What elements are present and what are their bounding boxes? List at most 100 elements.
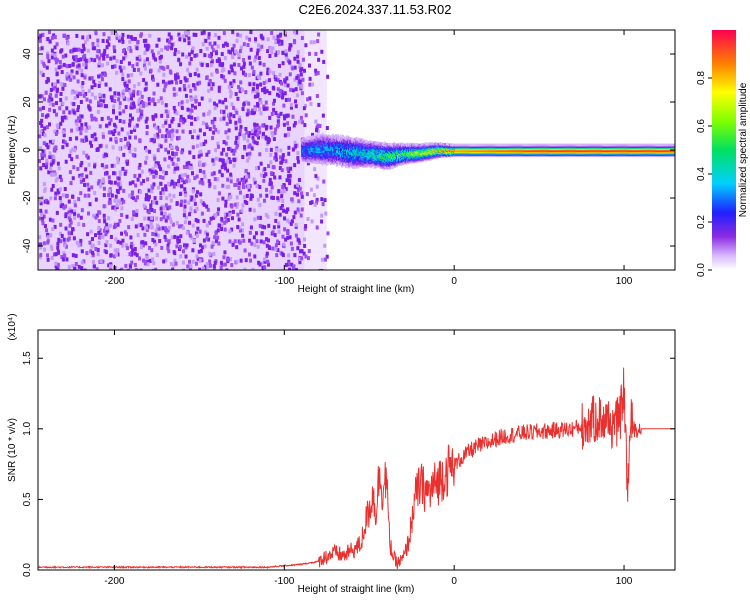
noise-speckle — [225, 121, 229, 126]
noise-speckle — [221, 43, 225, 48]
noise-speckle — [87, 104, 91, 109]
noise-speckle — [216, 177, 220, 182]
noise-speckle — [49, 162, 53, 167]
noise-speckle — [255, 123, 259, 128]
noise-speckle — [40, 155, 44, 160]
noise-speckle — [89, 170, 93, 175]
signal-cell — [348, 141, 351, 144]
signal-cell — [314, 161, 317, 164]
noise-speckle — [76, 116, 80, 121]
noise-speckle — [207, 53, 211, 58]
signal-cell — [323, 137, 326, 140]
signal-cell — [315, 154, 318, 158]
signal-cell — [330, 137, 333, 141]
signal-cell — [354, 154, 357, 157]
noise-speckle — [143, 66, 147, 71]
noise-speckle — [247, 155, 251, 160]
signal-cell — [326, 162, 329, 165]
signal-cell — [321, 139, 324, 143]
noise-speckle — [200, 211, 204, 216]
noise-speckle — [275, 124, 279, 129]
noise-speckle — [298, 119, 302, 124]
noise-speckle — [128, 113, 132, 118]
noise-speckle — [172, 249, 176, 254]
noise-speckle — [144, 119, 148, 124]
noise-speckle — [299, 213, 303, 218]
noise-speckle — [267, 138, 271, 143]
noise-speckle — [108, 200, 112, 205]
noise-speckle — [259, 71, 263, 76]
noise-speckle — [263, 265, 267, 270]
signal-cell — [341, 142, 344, 146]
noise-speckle — [268, 46, 272, 51]
noise-speckle — [115, 70, 119, 75]
noise-speckle — [195, 254, 199, 259]
signal-cell — [352, 159, 355, 163]
noise-speckle — [154, 232, 158, 237]
noise-speckle — [194, 32, 198, 37]
signal-cell — [324, 159, 327, 162]
noise-speckle — [75, 58, 79, 63]
signal-cell — [343, 139, 346, 142]
noise-speckle — [315, 184, 319, 189]
noise-speckle — [136, 39, 140, 44]
noise-speckle — [184, 254, 188, 259]
noise-speckle — [307, 51, 311, 56]
noise-speckle — [214, 127, 218, 132]
noise-speckle — [38, 47, 42, 52]
signal-cell — [343, 154, 346, 157]
signal-cell — [333, 153, 336, 156]
signal-cell — [320, 142, 323, 145]
signal-cell — [312, 139, 315, 142]
noise-speckle — [115, 203, 119, 208]
signal-cell — [354, 151, 357, 155]
noise-speckle — [170, 145, 174, 150]
noise-speckle — [282, 183, 286, 188]
noise-speckle — [200, 62, 204, 67]
noise-speckle — [276, 77, 280, 82]
noise-speckle — [232, 157, 236, 162]
noise-speckle — [151, 98, 155, 103]
signal-cell — [321, 142, 324, 146]
noise-speckle — [178, 244, 182, 249]
signal-cell — [348, 143, 351, 147]
noise-speckle — [231, 209, 235, 214]
noise-speckle — [116, 248, 120, 253]
signal-cell — [331, 139, 334, 142]
noise-speckle — [322, 179, 326, 184]
noise-speckle — [63, 33, 67, 38]
noise-speckle — [120, 36, 124, 41]
signal-cell — [348, 157, 351, 161]
noise-speckle — [168, 193, 172, 198]
noise-speckle — [107, 188, 111, 193]
signal-cell — [327, 160, 330, 164]
signal-cell — [357, 151, 360, 155]
noise-speckle — [193, 105, 197, 110]
signal-cell — [357, 162, 360, 165]
noise-speckle — [231, 242, 235, 247]
noise-speckle — [101, 54, 105, 59]
signal-cell — [325, 156, 328, 160]
signal-cell — [345, 149, 348, 152]
signal-cell — [334, 138, 337, 141]
signal-cell — [333, 143, 336, 146]
signal-cell — [353, 158, 356, 161]
noise-speckle — [230, 216, 234, 221]
noise-speckle — [135, 208, 139, 213]
signal-cell — [349, 139, 352, 143]
noise-speckle — [69, 72, 73, 77]
signal-cell — [367, 142, 370, 145]
noise-speckle — [121, 77, 125, 82]
noise-speckle — [276, 248, 280, 253]
signal-cell — [357, 164, 360, 168]
signal-cell — [329, 159, 332, 163]
signal-cell — [358, 146, 361, 150]
signal-cell — [331, 147, 334, 150]
noise-speckle — [102, 204, 106, 209]
noise-speckle — [113, 248, 117, 253]
noise-speckle — [242, 42, 246, 47]
noise-speckle — [152, 174, 156, 179]
noise-speckle — [163, 234, 167, 239]
signal-cell — [355, 160, 358, 164]
signal-cell — [333, 157, 336, 160]
